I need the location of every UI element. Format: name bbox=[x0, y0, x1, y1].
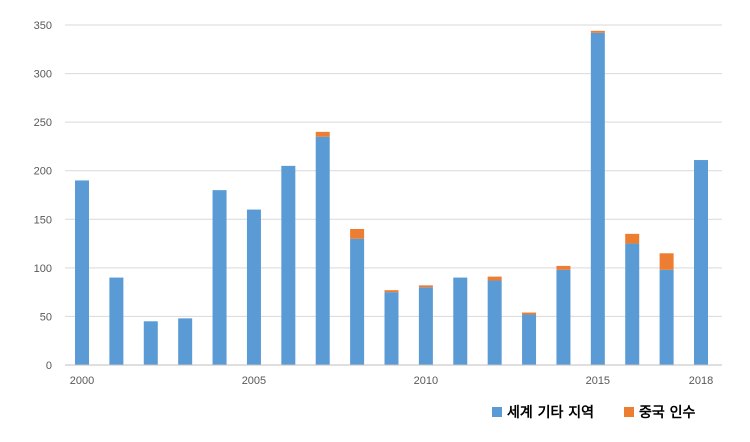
bar-china-acquisition-2016 bbox=[625, 233, 640, 244]
bar-rest-of-world-2009 bbox=[384, 292, 399, 365]
bar-china-acquisition-2015 bbox=[590, 30, 605, 33]
bar-rest-of-world-2014 bbox=[556, 269, 571, 365]
bar-rest-of-world-2017 bbox=[659, 269, 674, 365]
bar-rest-of-world-2008 bbox=[350, 238, 365, 365]
bar-rest-of-world-2003 bbox=[178, 318, 193, 365]
bar-china-acquisition-2014 bbox=[556, 265, 571, 270]
y-tick-label: 350 bbox=[34, 20, 52, 32]
bar-rest-of-world-2005 bbox=[246, 209, 261, 365]
legend-rest-of-world-swatch bbox=[492, 407, 502, 417]
bar-rest-of-world-2000 bbox=[75, 180, 89, 365]
bar-rest-of-world-2002 bbox=[143, 321, 158, 365]
bar-rest-of-world-2006 bbox=[281, 165, 296, 365]
bar-china-acquisition-2010 bbox=[418, 285, 433, 288]
legend: 세계 기타 지역 중국 인수 bbox=[492, 404, 696, 421]
y-tick-label: 50 bbox=[40, 311, 52, 323]
bar-china-acquisition-2007 bbox=[315, 131, 330, 137]
legend-china-acquisition-swatch bbox=[624, 407, 634, 417]
x-tick-label: 2018 bbox=[689, 375, 713, 387]
gridlines bbox=[65, 24, 722, 317]
legend-rest-of-world-label: 세계 기타 지역 bbox=[507, 404, 594, 421]
bar-rest-of-world-2011 bbox=[453, 277, 468, 365]
bar-rest-of-world-2013 bbox=[522, 314, 537, 365]
y-tick-label: 0 bbox=[46, 360, 52, 372]
bar-china-acquisition-2009 bbox=[384, 290, 399, 293]
y-tick-label: 200 bbox=[34, 166, 52, 178]
x-tick-label: 2010 bbox=[414, 375, 438, 387]
x-tick-label: 2015 bbox=[586, 375, 610, 387]
y-tick-label: 250 bbox=[34, 117, 52, 129]
bar-rest-of-world-2001 bbox=[109, 277, 124, 365]
bar-rest-of-world-2004 bbox=[212, 190, 227, 365]
bar-rest-of-world-2015 bbox=[590, 32, 605, 366]
bar-rest-of-world-2018 bbox=[694, 160, 708, 365]
bar-china-acquisition-2008 bbox=[350, 229, 365, 239]
x-tick-label: 2000 bbox=[70, 375, 94, 387]
bars bbox=[75, 30, 708, 366]
axes: 0 50 100 150 200 250 300 350 2000 2005 2010 2015 201… bbox=[34, 20, 722, 387]
y-tick-label: 150 bbox=[34, 214, 52, 226]
y-tick-label: 100 bbox=[34, 263, 52, 275]
bar-china-acquisition-2017 bbox=[659, 253, 674, 270]
bar-china-acquisition-2012 bbox=[487, 276, 502, 281]
y-tick-label: 300 bbox=[34, 69, 52, 81]
bar-rest-of-world-2007 bbox=[315, 136, 330, 365]
bar-rest-of-world-2010 bbox=[418, 287, 433, 365]
bar-china-acquisition-2013 bbox=[522, 312, 537, 315]
legend-china-acquisition-label: 중국 인수 bbox=[639, 404, 696, 421]
bar-rest-of-world-2016 bbox=[625, 243, 640, 365]
x-tick-label: 2005 bbox=[242, 375, 266, 387]
bar-rest-of-world-2012 bbox=[487, 280, 502, 365]
